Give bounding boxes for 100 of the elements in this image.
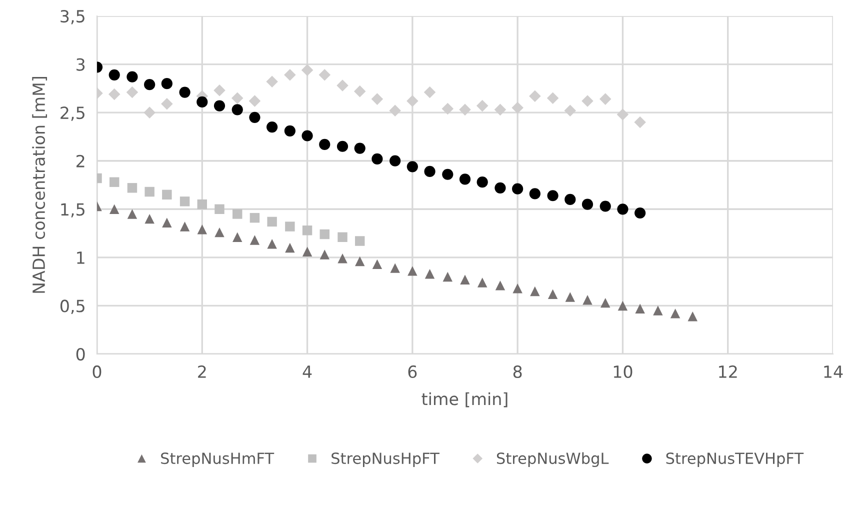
- point: [582, 295, 592, 305]
- point: [512, 283, 522, 294]
- point: [634, 116, 646, 128]
- point: [424, 268, 435, 279]
- point: [250, 235, 260, 245]
- point: [109, 177, 120, 187]
- point: [248, 95, 261, 107]
- point: [459, 174, 471, 185]
- point: [529, 90, 541, 102]
- point: [126, 71, 138, 82]
- point: [530, 286, 540, 296]
- point: [284, 69, 296, 81]
- point: [338, 254, 348, 264]
- point: [442, 272, 453, 282]
- x-tick-label: 8: [513, 365, 522, 378]
- point: [494, 104, 506, 116]
- point: [126, 86, 138, 98]
- point: [214, 204, 224, 214]
- point: [108, 69, 120, 80]
- point: [318, 69, 331, 81]
- point: [319, 138, 330, 150]
- point: [267, 216, 277, 227]
- x-tick-label: 12: [719, 365, 737, 378]
- point: [127, 183, 138, 193]
- point: [371, 93, 384, 105]
- point: [214, 100, 226, 112]
- point: [214, 227, 224, 238]
- point: [635, 304, 645, 314]
- point: [406, 161, 418, 172]
- point: [144, 214, 154, 224]
- point: [320, 229, 330, 240]
- point: [618, 300, 628, 311]
- y-tick-label: 3: [76, 58, 85, 71]
- point: [161, 98, 173, 110]
- point: [231, 92, 244, 104]
- point: [214, 84, 226, 96]
- point: [582, 95, 594, 107]
- point: [476, 100, 488, 112]
- point: [494, 182, 506, 194]
- legend-label: StrepNusWbgL: [496, 452, 609, 468]
- y-tick-label: 1,5: [61, 203, 84, 218]
- point: [336, 140, 348, 152]
- point: [302, 130, 313, 142]
- point: [477, 278, 488, 288]
- y-tick-label: 1: [77, 252, 84, 264]
- point: [442, 168, 454, 180]
- point: [250, 212, 260, 223]
- point: [180, 196, 190, 206]
- point: [389, 104, 401, 117]
- point: [548, 289, 558, 299]
- point: [127, 209, 138, 219]
- y-tick-label: 0: [76, 348, 85, 361]
- point: [390, 155, 401, 166]
- point: [406, 95, 418, 107]
- x-tick-label: 14: [824, 366, 843, 378]
- point: [688, 311, 698, 322]
- x-tick-label: 4: [302, 366, 312, 378]
- point: [599, 93, 612, 105]
- point: [109, 204, 120, 214]
- point: [372, 153, 383, 164]
- y-tick-label: 0,5: [60, 300, 84, 314]
- point: [390, 263, 400, 273]
- point: [442, 102, 454, 115]
- x-tick-label: 10: [614, 365, 632, 378]
- point: [302, 246, 312, 256]
- point: [196, 96, 208, 108]
- y-tick-label: 2: [76, 154, 84, 168]
- point: [617, 204, 628, 215]
- point: [162, 218, 172, 228]
- point: [372, 259, 382, 270]
- point: [424, 166, 436, 178]
- point: [408, 266, 418, 276]
- point: [338, 232, 348, 242]
- point: [565, 292, 576, 302]
- x-tick-label: 6: [408, 365, 417, 378]
- point: [460, 274, 470, 284]
- y-axis-title: NADH concentration [mM]: [32, 76, 48, 293]
- point: [232, 209, 242, 219]
- point: [197, 224, 208, 234]
- x-tick-label: 0: [92, 365, 102, 378]
- point: [179, 86, 190, 98]
- legend-label: StrepNusHpFT: [332, 452, 440, 468]
- point: [600, 298, 610, 308]
- point: [600, 200, 611, 212]
- legend-label: StrepNusHmFT: [161, 452, 274, 468]
- point: [634, 207, 646, 219]
- point: [354, 85, 366, 98]
- point: [162, 190, 172, 200]
- x-axis-title: time [min]: [422, 392, 508, 408]
- point: [670, 308, 680, 318]
- x-tick-label: 2: [198, 365, 206, 378]
- point: [302, 226, 312, 236]
- point: [336, 80, 348, 92]
- point: [529, 188, 540, 200]
- point: [354, 236, 365, 246]
- point: [547, 190, 558, 202]
- point: [582, 198, 594, 210]
- point: [108, 88, 120, 100]
- point: [354, 256, 365, 266]
- point: [495, 280, 506, 290]
